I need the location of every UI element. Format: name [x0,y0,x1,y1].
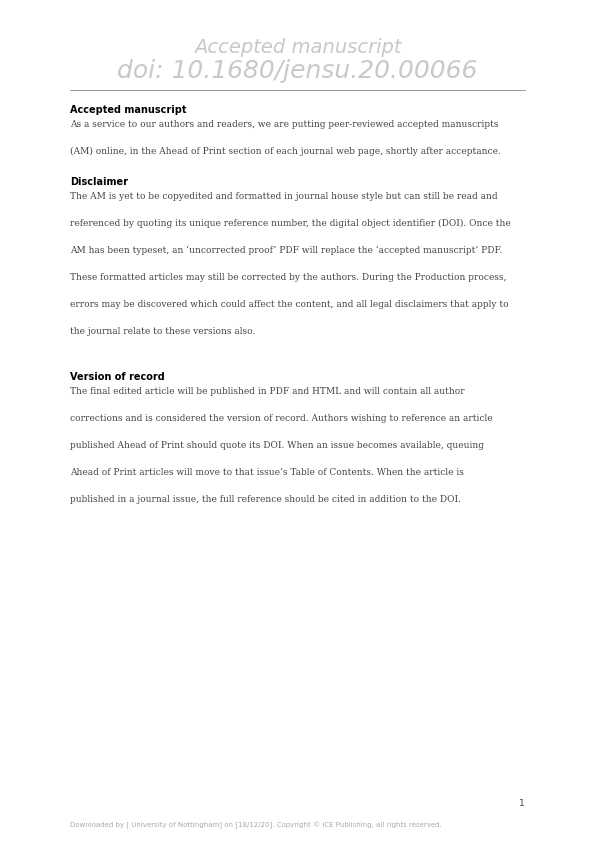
Text: As a service to our authors and readers, we are putting peer-reviewed accepted m: As a service to our authors and readers,… [70,120,499,129]
Text: Accepted manuscript: Accepted manuscript [194,38,401,56]
Text: Downloaded by [ University of Nottingham] on [18/12/20]. Copyright © ICE Publish: Downloaded by [ University of Nottingham… [70,821,442,829]
Text: doi: 10.1680/jensu.20.00066: doi: 10.1680/jensu.20.00066 [117,59,478,83]
Text: referenced by quoting its unique reference number, the digital object identifier: referenced by quoting its unique referen… [70,219,511,228]
Text: published in a journal issue, the full reference should be cited in addition to : published in a journal issue, the full r… [70,495,461,504]
Text: (AM) online, in the Ahead of Print section of each journal web page, shortly aft: (AM) online, in the Ahead of Print secti… [70,147,501,156]
Text: published Ahead of Print should quote its DOI. When an issue becomes available, : published Ahead of Print should quote it… [70,441,484,450]
Text: Version of record: Version of record [70,372,165,382]
Text: The AM is yet to be copyedited and formatted in journal house style but can stil: The AM is yet to be copyedited and forma… [70,192,498,201]
Text: 1: 1 [519,799,525,808]
Text: The final edited article will be published in PDF and HTML and will contain all : The final edited article will be publish… [70,387,465,397]
Text: AM has been typeset, an ‘uncorrected proof’ PDF will replace the ‘accepted manus: AM has been typeset, an ‘uncorrected pro… [70,246,503,255]
Text: errors may be discovered which could affect the content, and all legal disclaime: errors may be discovered which could aff… [70,300,509,309]
Text: corrections and is considered the version of record. Authors wishing to referenc: corrections and is considered the versio… [70,414,493,424]
Text: Ahead of Print articles will move to that issue’s Table of Contents. When the ar: Ahead of Print articles will move to tha… [70,468,464,477]
Text: the journal relate to these versions also.: the journal relate to these versions als… [70,327,256,336]
Text: Accepted manuscript: Accepted manuscript [70,105,187,115]
Text: Disclaimer: Disclaimer [70,177,128,187]
Text: These formatted articles may still be corrected by the authors. During the Produ: These formatted articles may still be co… [70,273,507,282]
